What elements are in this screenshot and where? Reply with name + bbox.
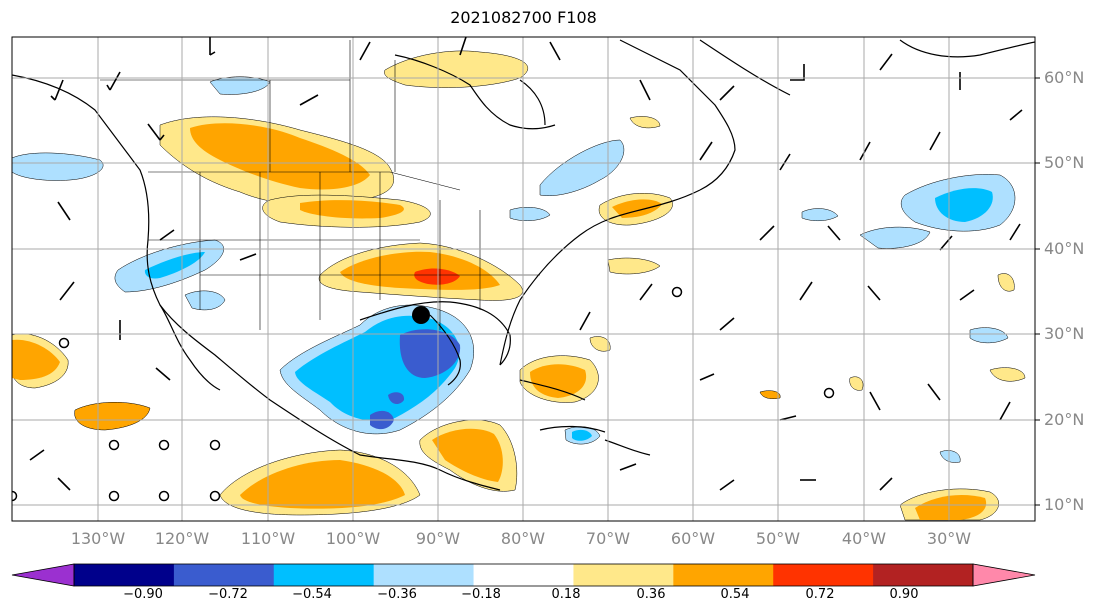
lat-label-30n: 30°N: [1044, 324, 1085, 343]
negative-anomaly-caribbean-small-core: [572, 429, 592, 441]
lon-label-30w: 30°W: [926, 529, 972, 548]
colorbar-tick-label: −0.90: [123, 587, 163, 602]
colorbar-tick-label: 0.90: [889, 587, 919, 602]
positive-anomaly-west-pacific-core: [12, 339, 60, 380]
calm-wind-markers: [12, 286, 835, 502]
positive-anomaly-atlantic-small-7: [629, 116, 661, 129]
lon-label-70w: 70°W: [585, 529, 631, 548]
lon-label-60w: 60°W: [670, 529, 716, 548]
positive-anomaly-atlantic-small-6: [759, 390, 781, 399]
negative-anomaly-labrador: [539, 139, 625, 196]
positive-anomaly-atlantic-small-2: [997, 273, 1015, 292]
negative-anomaly-atlantic-4: [969, 327, 1009, 344]
colorbar-tick-label: 0.18: [551, 587, 581, 602]
lat-label-60n: 60°N: [1044, 68, 1085, 87]
lon-label-50w: 50°W: [755, 529, 801, 548]
positive-anomaly-midwest-peak: [414, 268, 460, 285]
lon-label-90w: 90°W: [415, 529, 461, 548]
positive-anomaly-central-america-core: [432, 428, 503, 482]
colorbar-tick-label: 0.54: [720, 587, 750, 602]
lat-label-20n: 20°N: [1044, 410, 1085, 429]
map-title: 2021082700 F108: [450, 8, 597, 27]
colorbar-tick-label: 0.36: [636, 587, 666, 602]
negative-anomaly-atlantic-3: [801, 208, 839, 221]
positive-anomaly-atlantic-small-1: [607, 257, 661, 275]
colorbar-tick-label: −0.36: [377, 587, 417, 602]
negative-anomaly-gulf-core: [399, 329, 461, 378]
positive-anomaly-caribbean-core: [530, 364, 587, 398]
lat-label-50n: 50°N: [1044, 153, 1085, 172]
lon-label-40w: 40°W: [841, 529, 887, 548]
negative-anomaly-rockies-core: [144, 252, 205, 279]
wind-barbs: [29, 37, 1023, 491]
colorbar-tick-label: −0.54: [292, 587, 332, 602]
lon-label-80w: 80°W: [500, 529, 546, 548]
anomaly-fills: [12, 50, 1026, 521]
graticule: [12, 37, 1035, 521]
positive-anomaly-atlantic-small-5: [849, 376, 864, 391]
positive-anomaly-eastern-pacific-core: [240, 460, 405, 509]
negative-anomaly-great-lakes: [509, 207, 551, 221]
coastlines: [12, 39, 1035, 491]
negative-anomaly-pacific-nw: [12, 152, 104, 181]
positive-anomaly-new-england-core: [612, 199, 662, 218]
political-borders: [100, 40, 540, 330]
lat-label-40n: 40°N: [1044, 239, 1085, 258]
location-marker: [412, 306, 430, 324]
positive-anomaly-east-atlantic-core: [915, 495, 987, 520]
positive-anomaly-pacific-2: [74, 401, 151, 431]
lon-label-110w: 110°W: [240, 529, 296, 548]
colorbar-tick-label: −0.72: [208, 587, 248, 602]
negative-anomaly-atlantic-2: [859, 226, 931, 249]
negative-anomaly-gulf-core-3: [388, 392, 405, 405]
positive-anomaly-great-plains-core: [300, 200, 404, 219]
positive-anomaly-north-plains-core: [190, 123, 370, 190]
lon-label-100w: 100°W: [325, 529, 381, 548]
lon-label-130w: 130°W: [70, 529, 126, 548]
lon-label-120w: 120°W: [154, 529, 210, 548]
lat-label-10n: 10°N: [1044, 495, 1085, 514]
positive-anomaly-atlantic-small-3: [989, 367, 1026, 382]
colorbar-tick-label: −0.18: [461, 587, 501, 602]
colorbar-tick-label: 0.72: [805, 587, 835, 602]
positive-anomaly-atlantic-small-4: [589, 336, 611, 352]
